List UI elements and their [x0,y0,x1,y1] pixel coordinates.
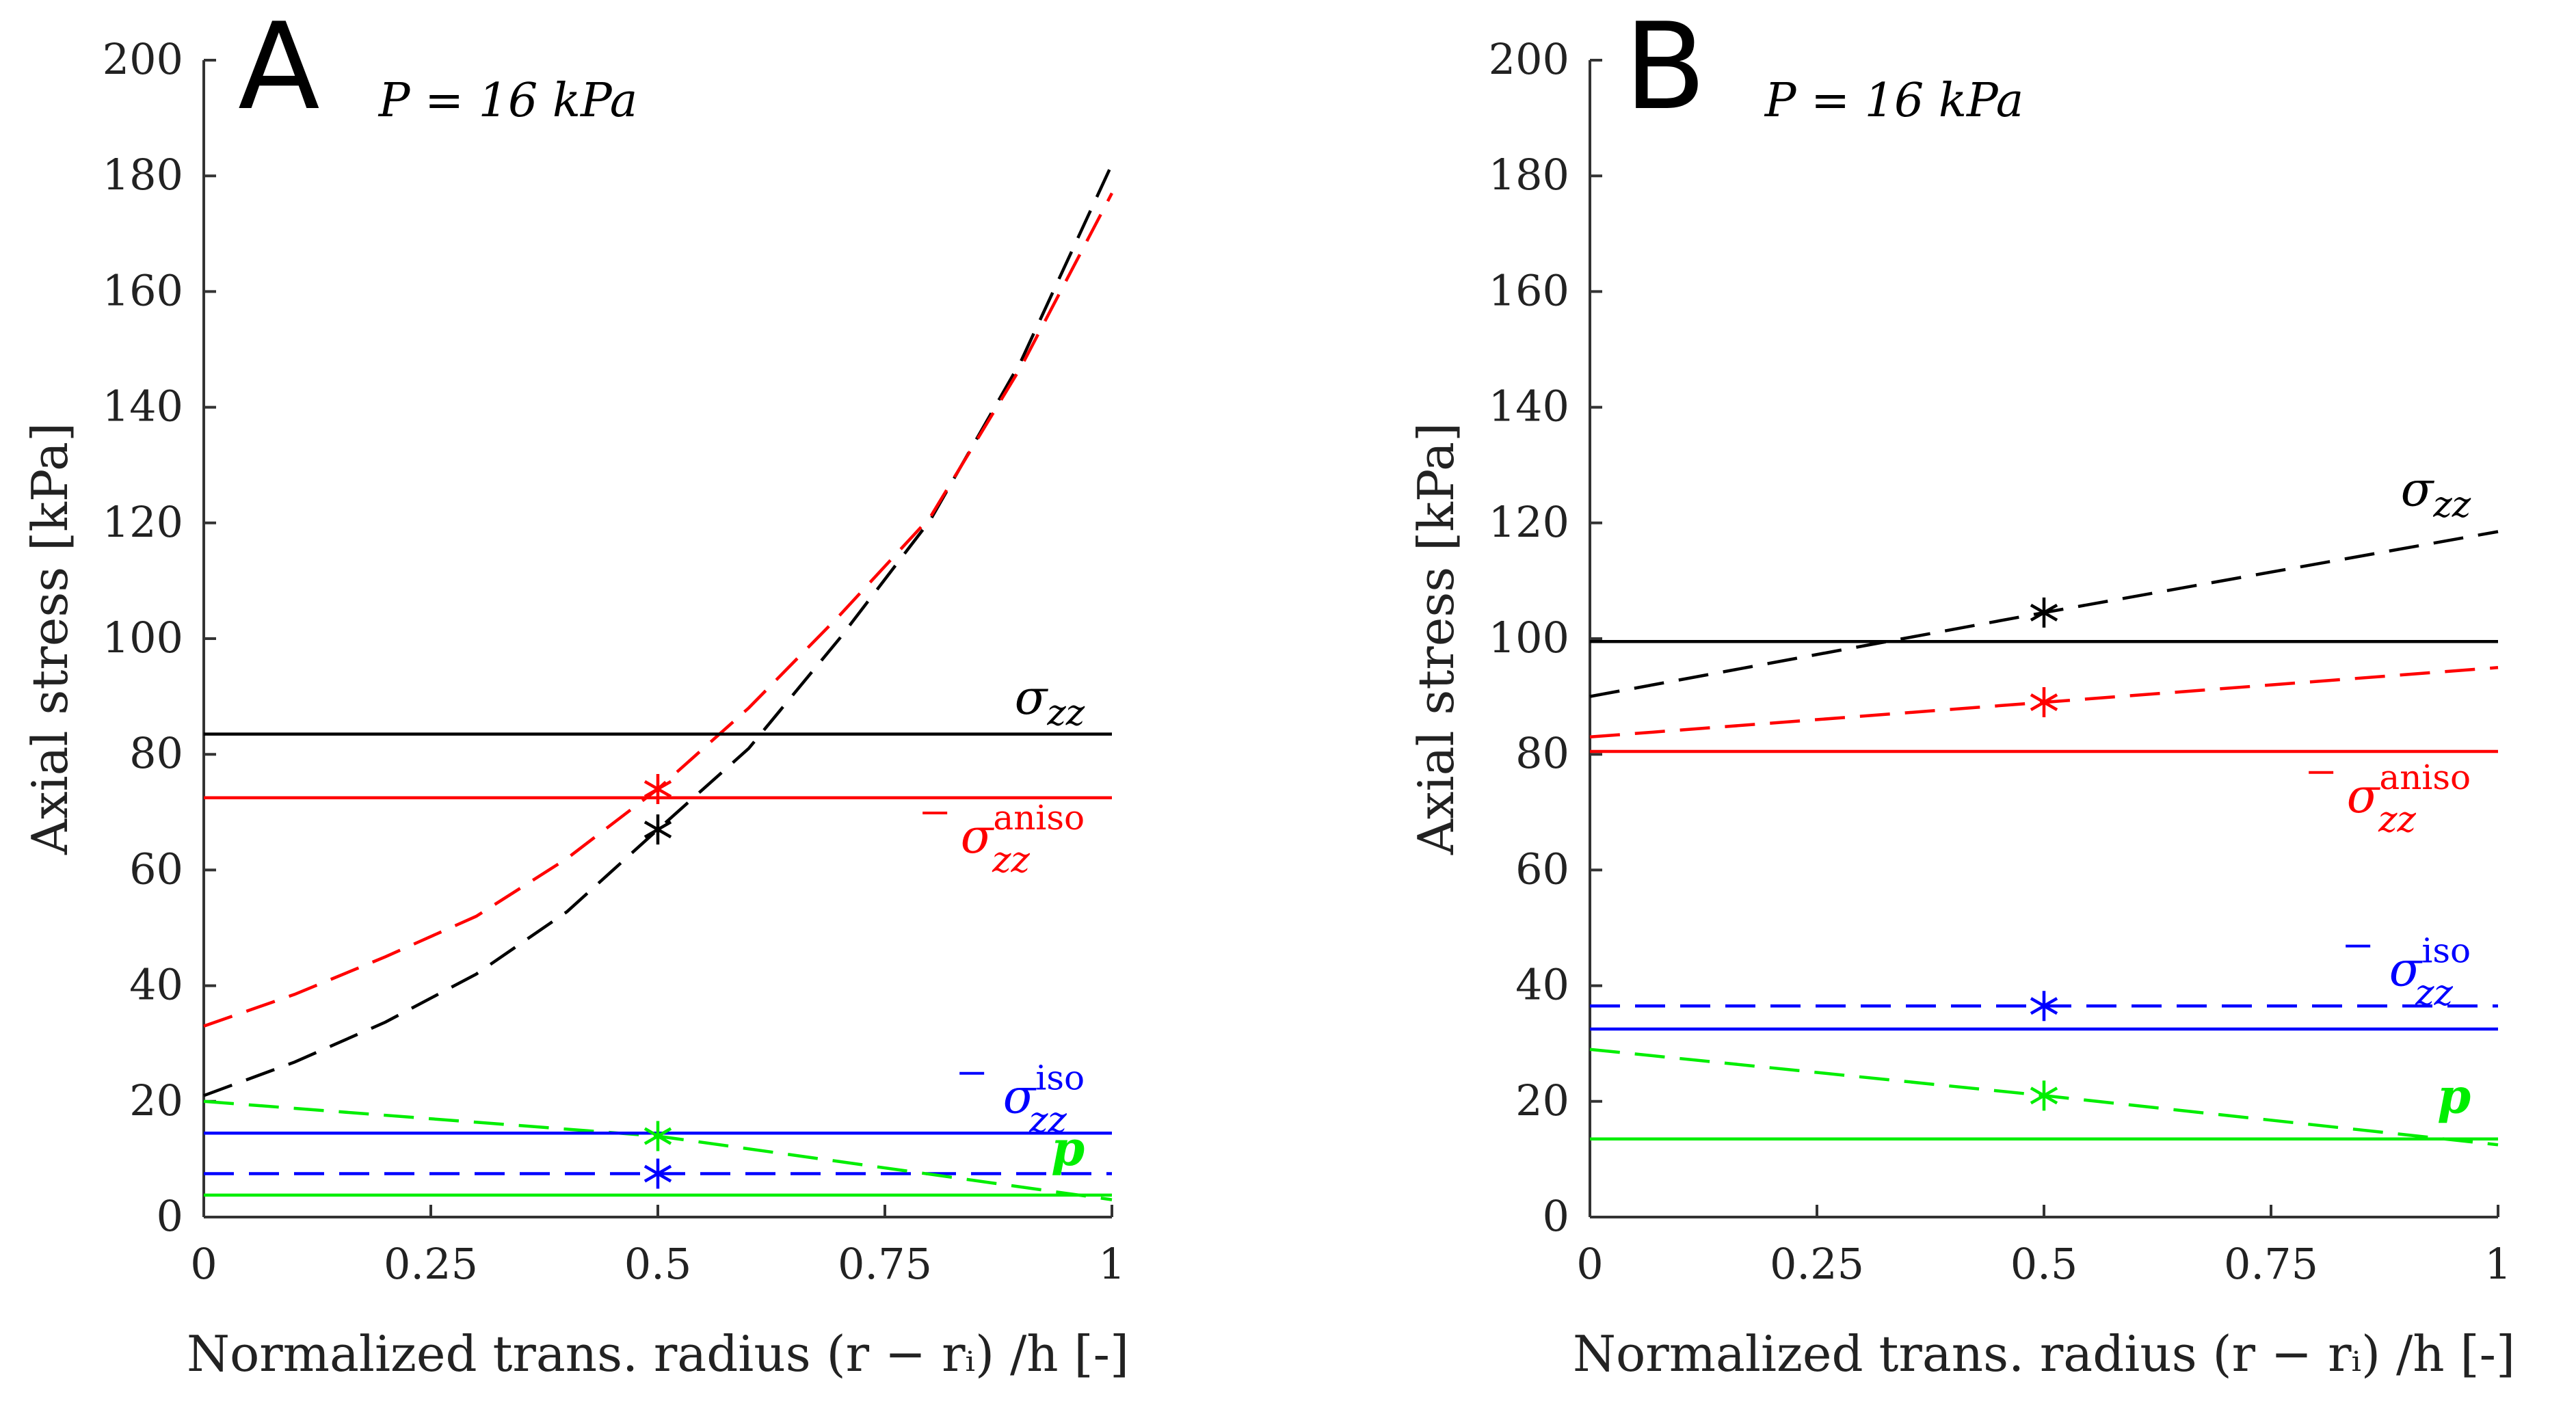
marker-stroke [643,1164,672,1183]
panel-b-curve-label: p [2437,1068,2471,1125]
marker-stroke [2030,693,2058,712]
panel-b-letter: B [1624,0,1706,137]
panel-a-marker [643,773,672,804]
marker-stroke [2030,603,2058,622]
panel-a-marker [643,814,672,845]
panel-a-marker [643,1121,672,1151]
marker-stroke [643,820,672,839]
panel-a-y-tick-label: 0 [157,1191,183,1241]
label-sub: zz [2415,973,2453,1014]
label-sub: zz [992,840,1030,881]
panel-a-curve-label: σzz [1015,669,1085,734]
panel-a-x-tick-label: 0 [190,1239,217,1289]
panel-a-letter: A [238,0,320,137]
panel-a-y-tick-label: 60 [129,844,183,894]
panel-a-y-tick-label: 140 [103,382,183,431]
panel-a-x-axis-title: Normalized trans. radius (r − rᵢ) /h [-] [187,1325,1129,1383]
panel-b-curve-label: σaniso zz [2347,758,2471,840]
panel-b-y-tick-label: 140 [1489,382,1569,431]
panel-b-y-tick-label: 200 [1489,34,1569,84]
panel-b-x-tick-label: 0.5 [2010,1239,2078,1289]
label-symbol: p [2437,1068,2471,1125]
panel-a-y-tick-label: 160 [103,265,183,315]
panel-a-y-tick-label: 40 [129,960,183,1010]
marker-stroke [2030,997,2058,1015]
label-symbol: σ [2347,768,2381,824]
label-sup: iso [2421,931,2471,971]
panel-b-x-tick-label: 0.75 [2224,1239,2318,1289]
panel-a-x-tick-label: 0.25 [384,1239,478,1289]
panel-b-y-tick-label: 120 [1489,497,1569,547]
label-symbol: σ [2389,942,2424,998]
panel-b-marker [2030,687,2058,718]
label-symbol: σ [1015,669,1049,725]
panel-b-marker [2030,1080,2058,1111]
panel-b-x-tick-label: 1 [2484,1239,2511,1289]
label-sup: aniso [993,798,1085,838]
panel-a-subtitle: P = 16 kPa [377,74,638,128]
panel-b-subtitle: P = 16 kPa [1764,74,2024,128]
panel-b-y-tick-label: 80 [1515,728,1569,778]
label-symbol: σ [2401,461,2435,517]
label-symbol: σ [1003,1069,1037,1125]
panel-b-marker [2030,597,2058,628]
panel-b-x-tick-label: 0.25 [1770,1239,1864,1289]
panel-a-y-axis-title: Axial stress [kPa] [21,423,79,855]
label-symbol: p [1051,1120,1085,1177]
panel-a-curve-label: σiso zz [1003,1058,1085,1141]
panel-b-curve-label: σiso zz [2389,931,2471,1014]
panel-b-y-tick-label: 0 [1543,1191,1569,1241]
marker-stroke [2030,1086,2058,1105]
panel-a-marker [643,1158,672,1189]
panel-a-y-tick-label: 100 [103,613,183,663]
panel-a-series-zz-aniso-local [203,192,1113,1028]
label-sup: iso [1035,1058,1085,1098]
panel-b-y-tick-label: 40 [1515,960,1569,1010]
panel-b-y-tick-label: 180 [1489,150,1569,200]
panel-b-curve-label: σzz [2401,461,2471,525]
panel-a-y-tick-label: 80 [129,728,183,778]
label-symbol: σ [961,808,995,864]
panel-b-group: 0 20 40 60 80 100 120 140 160 180 200 0 0.25 0.5 0.75 1… [1407,0,2515,1383]
panel-a-x-tick-label: 0.5 [624,1239,692,1289]
label-sub: zz [2432,484,2471,525]
panel-b-x-tick-label: 0 [1576,1239,1603,1289]
panel-a-y-tick-label: 120 [103,497,183,547]
panel-a-x-tick-label: 0.75 [838,1239,932,1289]
label-sub: zz [1028,1100,1067,1141]
panel-a-x-tick-label: 1 [1098,1239,1125,1289]
panel-b-y-tick-label: 60 [1515,844,1569,894]
marker-stroke [643,780,672,798]
panel-a-curve-label: σaniso zz [961,798,1085,881]
panel-a-y-tick-label: 200 [103,34,183,84]
panel-b-marker [2030,991,2058,1022]
panel-a-y-tick-label: 20 [129,1076,183,1125]
marker-stroke [643,1127,672,1145]
panel-b-y-tick-label: 20 [1515,1076,1569,1125]
panel-a-curve-label: p [1051,1120,1085,1177]
panel-b-y-axis-title: Axial stress [kPa] [1407,423,1465,855]
panel-a-y-tick-label: 180 [103,150,183,200]
panel-b-x-axis-title: Normalized trans. radius (r − rᵢ) /h [-] [1573,1325,2515,1383]
panel-b-y-tick-label: 100 [1489,613,1569,663]
panel-a-group: 0 20 40 60 80 100 120 140 160 180 200 0 0.25 0.5 0.75 1… [21,0,1129,1383]
label-sub: zz [2378,799,2416,840]
label-sub: zz [1046,693,1085,734]
panel-a-series-zz-local [203,163,1114,1097]
label-sup: aniso [2379,758,2471,797]
panel-b-y-tick-label: 160 [1489,265,1569,315]
